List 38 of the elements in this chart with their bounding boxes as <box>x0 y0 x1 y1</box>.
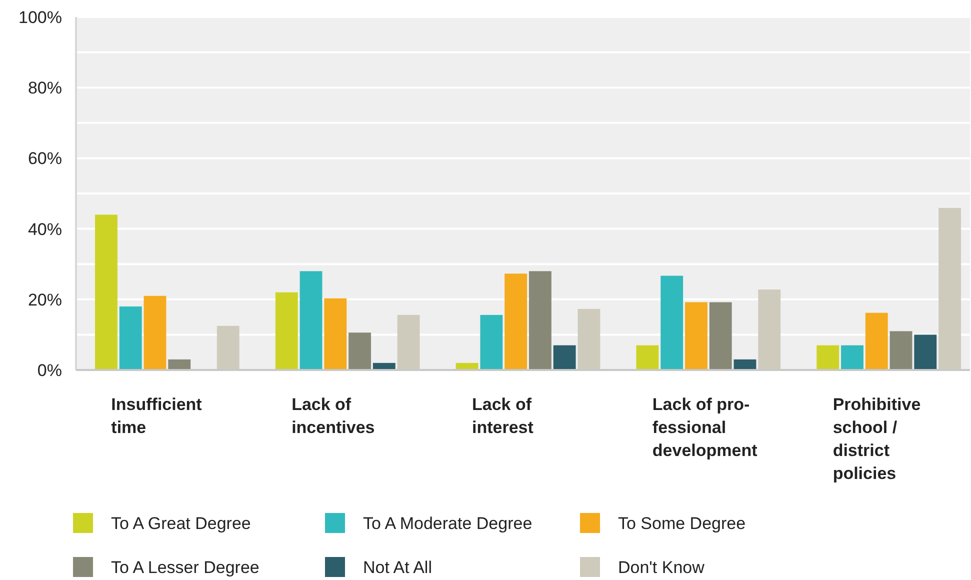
bar <box>480 314 503 370</box>
y-tick-label: 100% <box>18 8 62 27</box>
x-tick-label: Insufficient time <box>111 395 202 437</box>
bar <box>119 306 142 370</box>
bar <box>95 214 118 370</box>
bar <box>636 345 659 370</box>
bar <box>914 334 937 370</box>
y-tick-label: 80% <box>28 78 62 98</box>
bar <box>144 296 166 370</box>
bar <box>528 271 552 370</box>
x-tick-label: Lack of interest <box>472 395 534 437</box>
bar <box>890 331 912 370</box>
x-tick-label: Lack of pro- fessional development <box>652 395 758 460</box>
legend-label: To Some Degree <box>618 514 746 533</box>
y-tick-label: 20% <box>28 290 62 310</box>
bar <box>553 345 576 370</box>
y-tick-label: 60% <box>28 149 62 168</box>
bar <box>865 312 888 370</box>
bar <box>660 276 684 370</box>
legend-label: Don't Know <box>618 558 706 577</box>
bar <box>841 345 864 370</box>
y-tick-label: 0% <box>37 360 62 380</box>
bar <box>275 292 298 370</box>
bar <box>324 298 347 370</box>
legend-label: To A Lesser Degree <box>111 558 260 577</box>
bar <box>300 271 322 370</box>
legend-label: To A Great Degree <box>111 514 251 533</box>
y-tick-label: 40% <box>28 220 62 239</box>
legend-label: To A Moderate Degree <box>363 514 532 533</box>
x-tick-label: Prohibitive school / district policies <box>832 395 921 483</box>
bar <box>816 345 840 370</box>
bar <box>504 274 528 370</box>
bar <box>168 359 191 370</box>
bar <box>348 332 371 370</box>
bar <box>685 302 708 370</box>
bar <box>709 302 732 370</box>
legend-label: Not At All <box>363 558 432 577</box>
x-tick-label: Lack of incentives <box>292 395 375 437</box>
